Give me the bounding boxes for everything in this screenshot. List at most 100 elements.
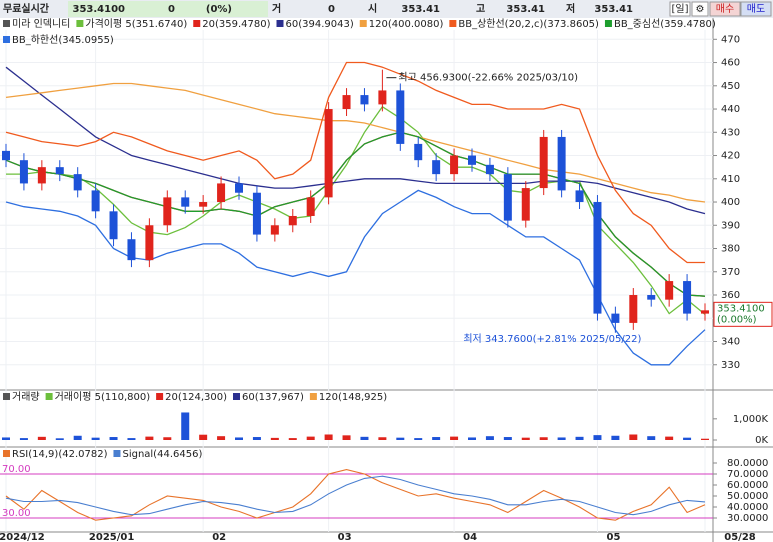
header-vol: 0 bbox=[328, 4, 335, 15]
candle-body bbox=[414, 143, 423, 161]
candle-body bbox=[73, 174, 82, 191]
last-price-box bbox=[713, 301, 773, 327]
volume-bar bbox=[468, 437, 476, 440]
candle-body bbox=[252, 192, 261, 235]
volume-bar bbox=[414, 438, 423, 440]
rsi-line bbox=[5, 475, 706, 516]
volume-bar bbox=[109, 437, 118, 440]
buy[interactable]: 매수 bbox=[716, 3, 734, 15]
candle-body bbox=[217, 183, 226, 203]
x-tick-label: 2024/12 bbox=[0, 532, 45, 542]
level-label: 70.00 bbox=[2, 464, 31, 475]
settings[interactable]: ⚙ bbox=[696, 4, 705, 15]
y-tick-label: 330 bbox=[721, 360, 740, 371]
header-vol-label: 거 bbox=[272, 2, 281, 15]
period-button[interactable] bbox=[669, 1, 691, 17]
volume-bar bbox=[575, 436, 584, 440]
candle-body bbox=[593, 202, 602, 314]
candle-body bbox=[91, 190, 100, 212]
sell-button[interactable] bbox=[740, 1, 772, 17]
volume-bar bbox=[199, 434, 208, 440]
legend-entry: 20(124,300) bbox=[165, 392, 227, 403]
volume-bar bbox=[647, 436, 656, 440]
volume-bar bbox=[683, 437, 692, 440]
volume-bar bbox=[360, 436, 369, 440]
volume-bar bbox=[485, 436, 494, 440]
y-tick-label: 80.0000 bbox=[727, 458, 768, 469]
candle-body bbox=[575, 190, 584, 203]
indicator-line bbox=[5, 82, 706, 203]
volume-bar bbox=[593, 435, 602, 440]
legend-entry: 거래량 bbox=[12, 391, 40, 403]
volume-bar bbox=[55, 438, 64, 440]
candle-body bbox=[503, 174, 512, 221]
legend-entry: 60(394.9043) bbox=[286, 19, 354, 30]
header-label: 무료실시간 bbox=[3, 2, 50, 15]
candle-body bbox=[342, 95, 351, 110]
header-open-label: 시 bbox=[368, 3, 377, 15]
legend-swatch bbox=[3, 450, 10, 457]
x-tick-label: 02 bbox=[212, 532, 226, 542]
y-tick-label: 60.0000 bbox=[727, 480, 768, 491]
y-tick-label: 450 bbox=[721, 81, 740, 92]
y-tick-label: 460 bbox=[721, 58, 740, 69]
candle-body bbox=[181, 197, 190, 207]
settings-button[interactable] bbox=[691, 1, 709, 17]
rsi-line bbox=[5, 469, 706, 521]
legend-swatch bbox=[3, 20, 10, 27]
sell[interactable]: 매도 bbox=[747, 3, 765, 15]
volume-bar bbox=[396, 437, 405, 440]
legend-entry: BB_상한선(20,2,c)(373.8605) bbox=[458, 18, 599, 30]
y-tick-label: 440 bbox=[721, 104, 740, 115]
y-tick-label: 390 bbox=[721, 220, 740, 231]
indicator-line bbox=[5, 189, 706, 366]
volume-bar bbox=[557, 437, 566, 440]
y-tick-label: 30.0000 bbox=[727, 513, 768, 524]
y-tick-label: 380 bbox=[721, 244, 740, 255]
y-tick-label: 360 bbox=[721, 290, 740, 301]
volume-bar bbox=[37, 436, 46, 440]
legend-entry: BB_하한선(345.0955) bbox=[12, 33, 114, 46]
volume-bar bbox=[306, 436, 315, 440]
candle-body bbox=[521, 188, 530, 221]
volume-bar bbox=[73, 435, 82, 440]
legend-swatch bbox=[3, 36, 10, 43]
candle-body bbox=[270, 225, 279, 235]
level-label: 30.00 bbox=[2, 508, 31, 519]
volume-bar bbox=[503, 437, 512, 440]
candle-body bbox=[145, 225, 154, 261]
legend-swatch bbox=[309, 393, 317, 400]
header-high: 353.41 bbox=[506, 4, 545, 15]
y-tick-label: 470 bbox=[721, 34, 740, 45]
candle-body bbox=[109, 211, 118, 240]
legend-swatch bbox=[113, 450, 121, 457]
candle-body bbox=[485, 164, 494, 175]
legend-entry: 20(359.4780) bbox=[202, 19, 270, 30]
volume-bar bbox=[2, 437, 10, 440]
x-tick-label: 05 bbox=[607, 532, 621, 542]
x-tick-label: 2025/01 bbox=[89, 532, 134, 542]
y-tick-label: 70.0000 bbox=[727, 469, 768, 480]
low-annotation: 최저 343.7600(+2.81% 2025/05/22) bbox=[463, 333, 641, 345]
volume-bar bbox=[378, 437, 387, 440]
candle-body bbox=[557, 136, 566, 191]
volume-bar bbox=[270, 437, 279, 440]
x-tick-label: 05/28 bbox=[724, 532, 756, 542]
volume-bar bbox=[19, 438, 28, 440]
legend-entry: RSI(14,9)(42.0782) bbox=[12, 449, 108, 460]
candle-body bbox=[647, 295, 656, 300]
legend-swatch bbox=[76, 20, 84, 27]
volume-bar bbox=[163, 437, 172, 440]
candle-body bbox=[396, 90, 405, 144]
price-box bbox=[68, 1, 268, 17]
buy-button[interactable] bbox=[709, 1, 741, 17]
legend-swatch bbox=[156, 393, 164, 400]
period[interactable]: [일] bbox=[671, 3, 688, 15]
legend-entry: 60(137,967) bbox=[242, 392, 304, 403]
y-tick-label: 340 bbox=[721, 337, 740, 348]
y-tick-label: 0K bbox=[755, 435, 768, 446]
legend-entry: BB_중심선(359.4780) bbox=[614, 18, 716, 30]
candle-body bbox=[235, 183, 243, 193]
candle-body bbox=[306, 197, 315, 216]
candle-body bbox=[288, 215, 297, 226]
